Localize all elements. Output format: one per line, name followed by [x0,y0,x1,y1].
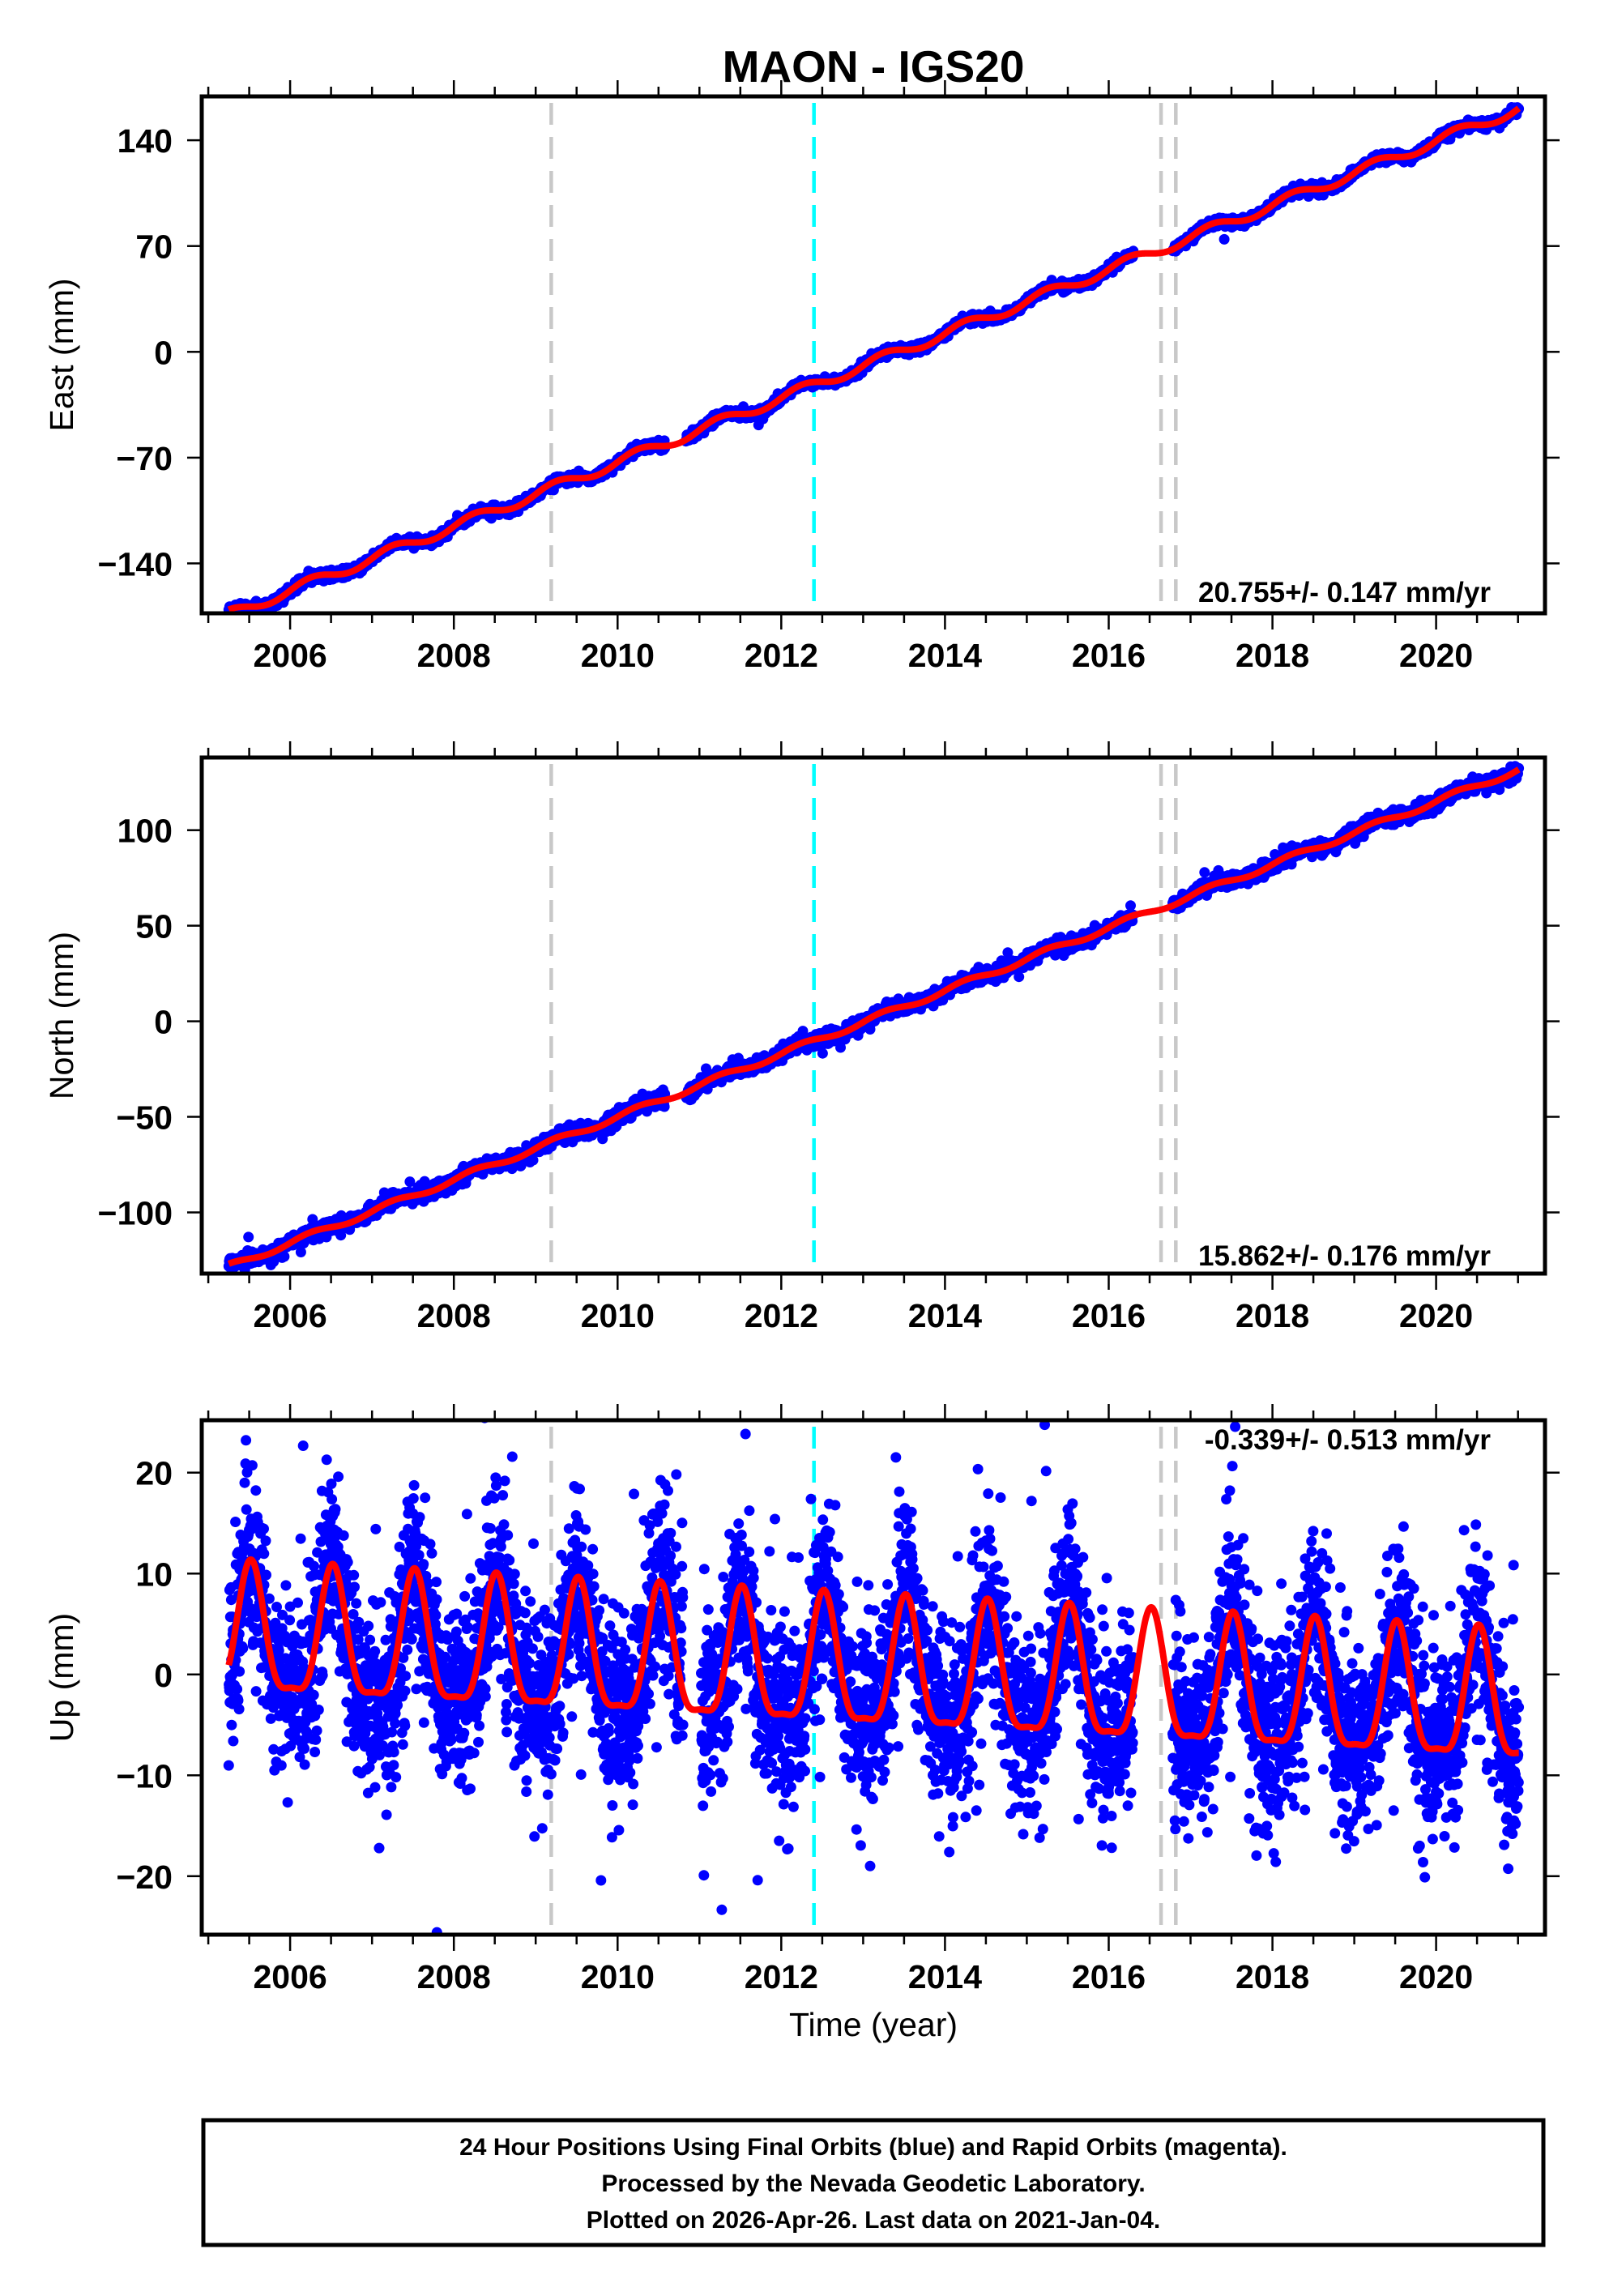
chart-title: MAON - IGS20 [723,41,1025,92]
data-point [1199,867,1210,878]
y-axis-title: East (mm) [43,278,80,431]
x-tick-label: 2006 [253,637,326,674]
x-tick-label: 2012 [745,637,818,674]
y-tick-label: 70 [135,228,173,266]
y-tick-label: −70 [116,440,173,477]
y-tick-label: −140 [98,545,173,583]
x-tick-label: 2008 [417,637,491,674]
x-tick-label: 2016 [1072,637,1146,674]
panel-1: 2006 2008 2010 2012 2014 2016 2018 2020 −140 −70 0… [43,80,1560,674]
data-point [1218,233,1230,245]
data-point [1014,971,1025,983]
data-point [243,1231,254,1243]
y-tick-label: 140 [117,122,173,160]
x-tick-label: 2014 [908,637,982,674]
panels: 2006 2008 2010 2012 2014 2016 2018 2020 −140 −70 0… [43,80,1560,1995]
x-tick-label: 2010 [581,637,655,674]
data-point [817,1048,828,1059]
velocity-label: 20.755+/- 0.147 mm/yr [1198,577,1491,608]
x-tick-label: 2018 [1236,637,1309,674]
data-point [279,1251,290,1262]
x-tick-label: 2020 [1399,637,1473,674]
y-tick-label: 0 [154,334,173,371]
